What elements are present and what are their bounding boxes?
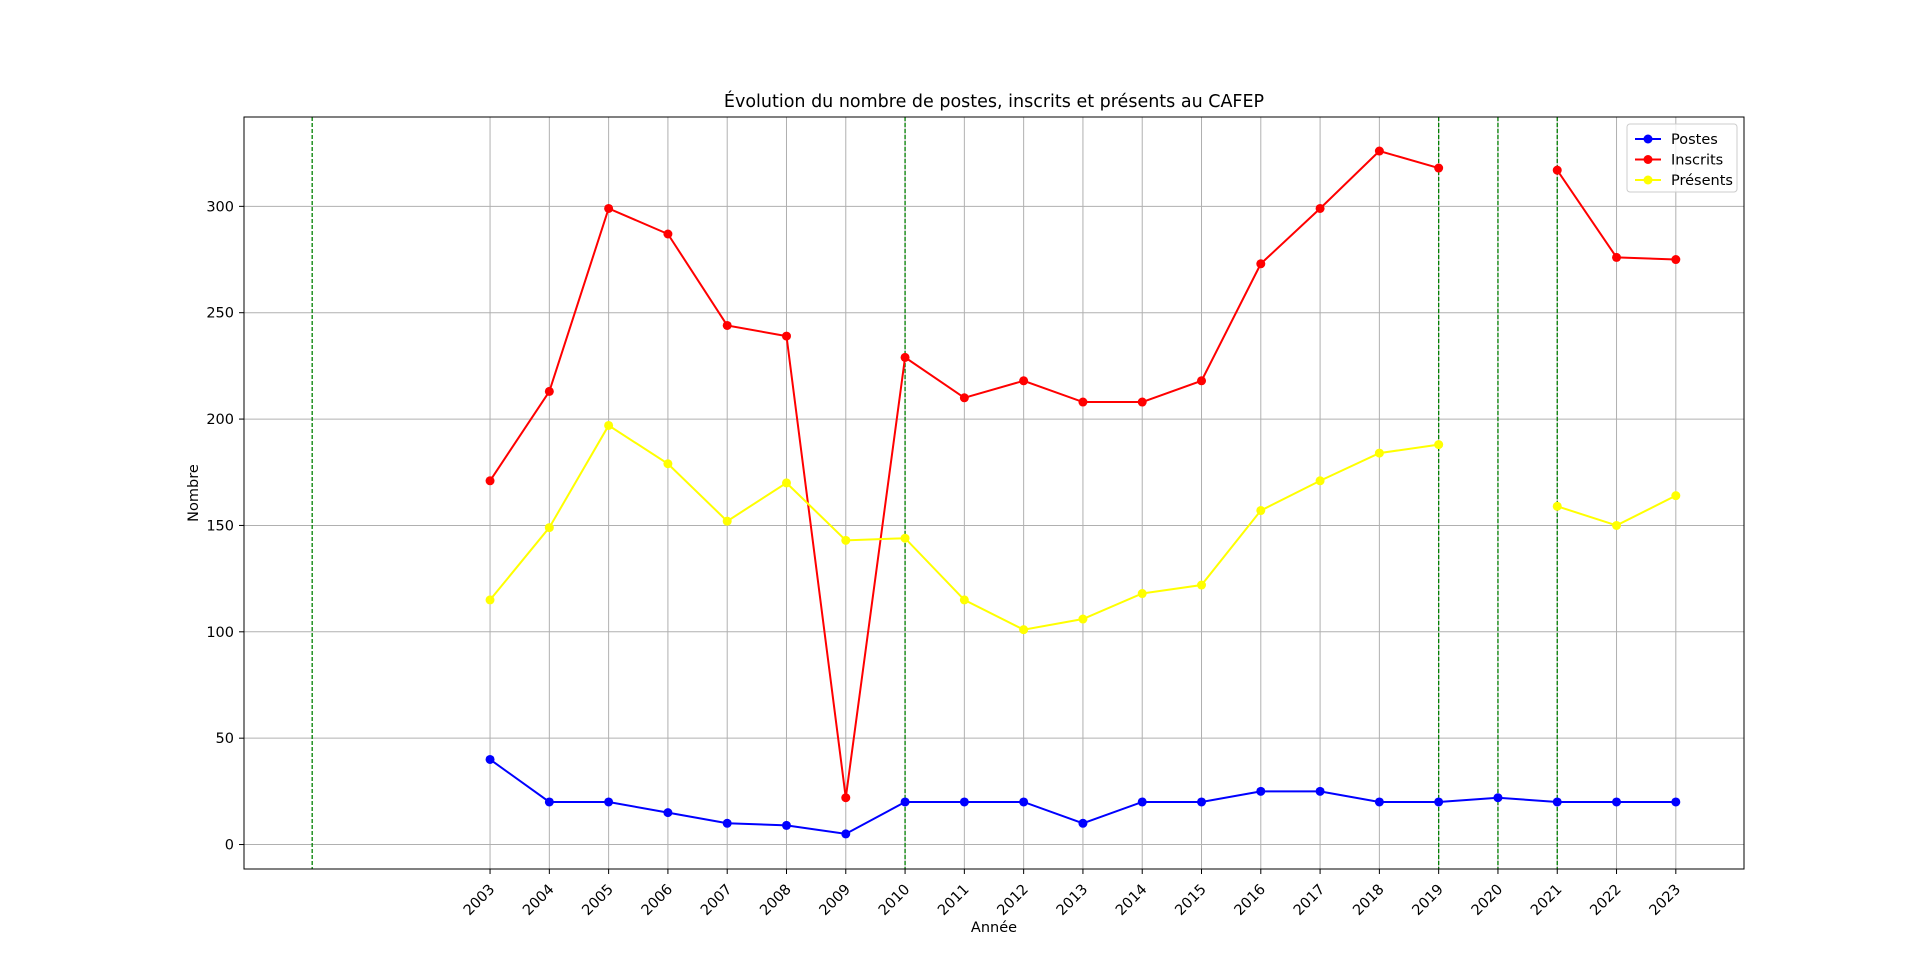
- data-point: [1671, 491, 1681, 501]
- data-point: [1256, 506, 1266, 516]
- data-point: [1078, 397, 1088, 407]
- vertical-markers: [311, 117, 1558, 869]
- data-point: [900, 797, 910, 807]
- series-layer: [485, 146, 1681, 839]
- series-présents: [485, 420, 1681, 635]
- legend-box: [1626, 123, 1738, 193]
- y-tick-label: 200: [206, 412, 234, 428]
- series-inscrits: [485, 146, 1681, 803]
- plot-frame: [243, 116, 1745, 870]
- legend-label-postes: Postes: [1671, 132, 1718, 148]
- data-point: [900, 352, 910, 362]
- data-point: [1374, 797, 1384, 807]
- data-point: [1374, 448, 1384, 458]
- data-point: [663, 459, 673, 469]
- legend-marker-présents: [1643, 175, 1653, 185]
- data-point: [781, 478, 791, 488]
- grid-lines: [244, 117, 1744, 869]
- data-point: [1137, 797, 1147, 807]
- data-point: [1019, 797, 1029, 807]
- legend-label-inscrits: Inscrits: [1671, 153, 1723, 169]
- data-point: [1612, 252, 1622, 262]
- data-point: [1612, 797, 1622, 807]
- data-point: [722, 818, 732, 828]
- data-point: [1552, 165, 1562, 175]
- data-point: [1612, 520, 1622, 530]
- data-point: [1374, 146, 1384, 156]
- legend-marker-inscrits: [1643, 155, 1653, 164]
- data-point: [1434, 163, 1444, 173]
- data-point: [1019, 625, 1029, 635]
- y-tick-label: 300: [206, 199, 234, 215]
- data-point: [1434, 797, 1444, 807]
- data-point: [1315, 786, 1325, 796]
- y-axis-label: Nombre: [186, 464, 202, 522]
- data-point: [1197, 580, 1207, 590]
- series-postes: [485, 754, 1681, 839]
- data-point: [544, 386, 554, 396]
- data-point: [841, 793, 851, 803]
- data-point: [1256, 259, 1266, 269]
- data-point: [1671, 255, 1681, 265]
- data-point: [1197, 376, 1207, 386]
- data-point: [841, 829, 851, 839]
- x-axis-label: Année: [971, 920, 1017, 936]
- data-point: [959, 595, 969, 605]
- data-point: [959, 797, 969, 807]
- data-point: [1671, 797, 1681, 807]
- data-point: [1315, 476, 1325, 486]
- legend-marker-postes: [1643, 134, 1653, 144]
- y-tick-label: 0: [225, 838, 234, 854]
- data-point: [604, 797, 614, 807]
- data-point: [1078, 614, 1088, 624]
- y-tick-label: 50: [216, 731, 234, 747]
- data-point: [1197, 797, 1207, 807]
- data-point: [1434, 440, 1444, 450]
- data-point: [663, 808, 673, 818]
- data-point: [1493, 793, 1503, 803]
- data-point: [485, 595, 495, 605]
- data-point: [604, 203, 614, 213]
- data-point: [1552, 501, 1562, 511]
- legend-label-présents: Présents: [1671, 173, 1733, 189]
- data-point: [544, 523, 554, 533]
- data-point: [722, 516, 732, 526]
- data-point: [959, 393, 969, 403]
- data-point: [1137, 589, 1147, 599]
- data-point: [604, 420, 614, 430]
- data-point: [1552, 797, 1562, 807]
- data-point: [544, 797, 554, 807]
- data-point: [1137, 397, 1147, 407]
- data-point: [1315, 203, 1325, 213]
- data-point: [663, 229, 673, 239]
- data-point: [841, 535, 851, 545]
- y-tick-label: 150: [206, 518, 234, 534]
- legend: Postes Inscrits Présents: [1626, 123, 1738, 193]
- data-point: [1019, 376, 1029, 386]
- data-point: [781, 331, 791, 341]
- y-tick-label: 100: [206, 625, 234, 641]
- data-point: [1256, 786, 1266, 796]
- data-point: [485, 754, 495, 764]
- y-tick-label: 250: [206, 306, 234, 322]
- data-point: [485, 476, 495, 486]
- y-axis: 0 50 100 150 200 250 300: [206, 199, 244, 854]
- data-point: [722, 320, 732, 330]
- chart-title: Évolution du nombre de postes, inscrits …: [724, 90, 1264, 112]
- data-point: [900, 533, 910, 543]
- data-point: [781, 820, 791, 830]
- data-point: [1078, 818, 1088, 828]
